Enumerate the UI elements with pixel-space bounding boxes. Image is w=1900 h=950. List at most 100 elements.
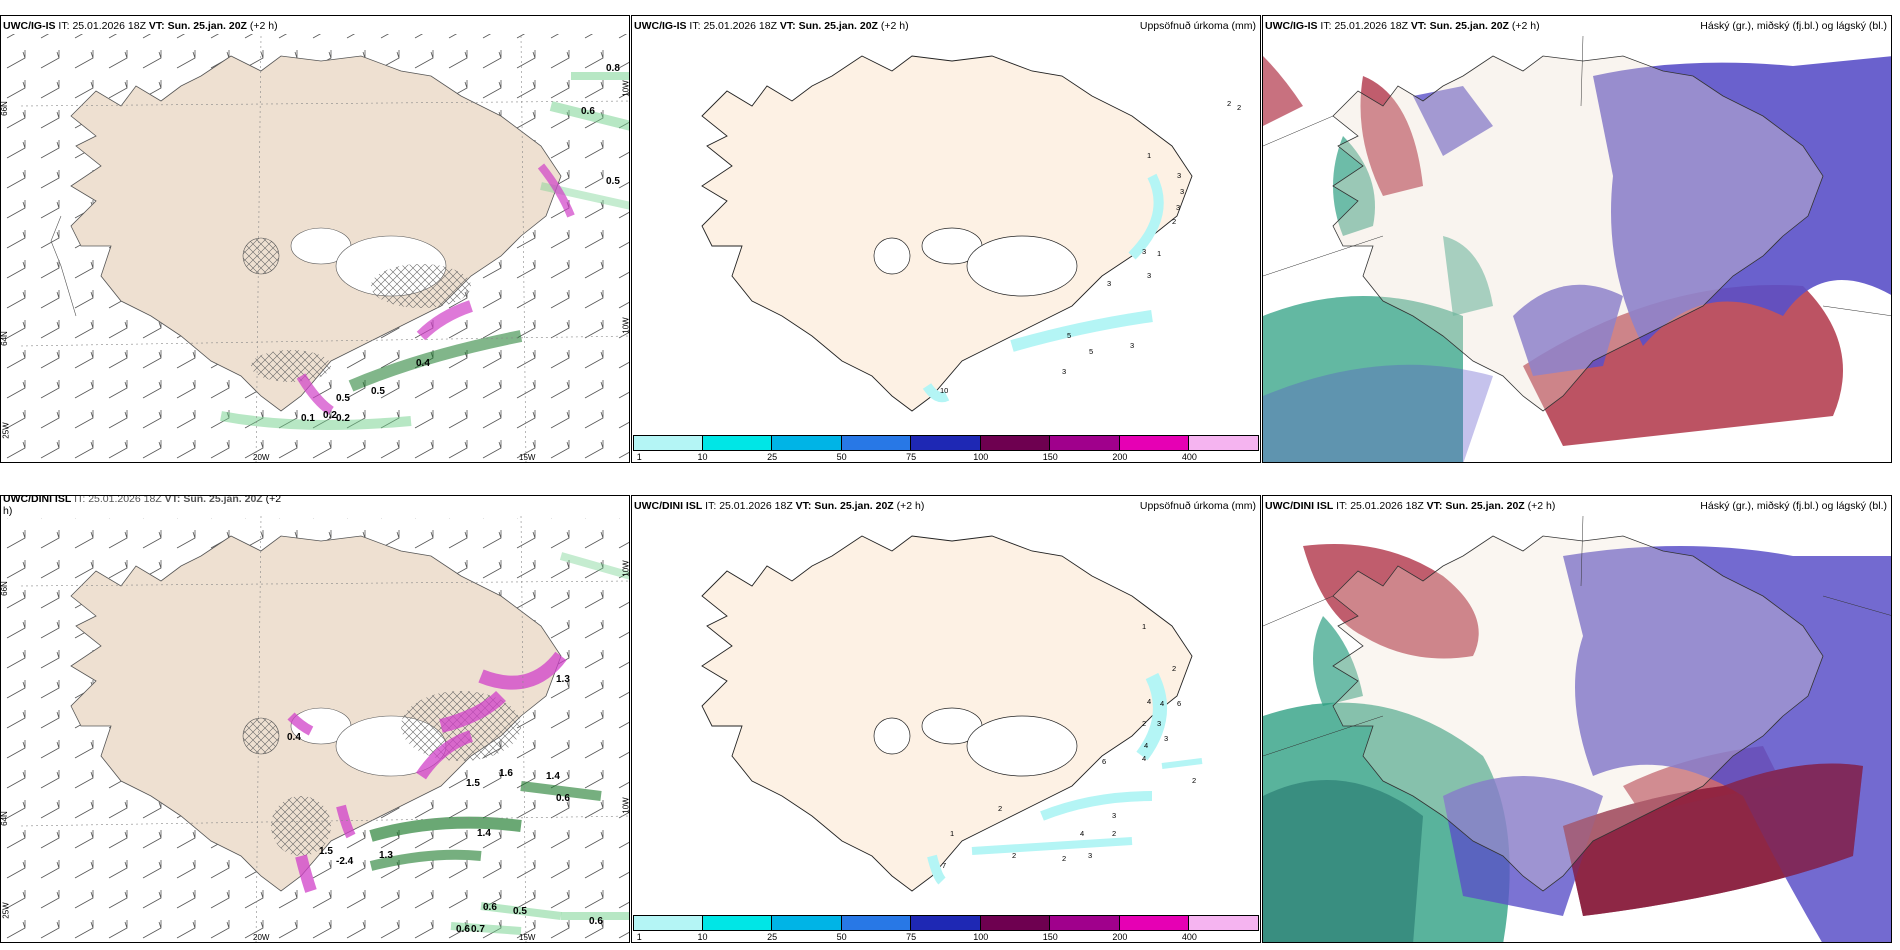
colorbar-tick: 200 bbox=[1112, 452, 1128, 462]
wind-value: 0.5 bbox=[513, 906, 527, 917]
wind-value: 0.2 bbox=[336, 413, 350, 424]
precip-value: 2 bbox=[1142, 719, 1146, 728]
precip-value: 6 bbox=[1177, 699, 1181, 708]
panel-header: UWC/IG-IS IT: 25.01.2026 18Z VT: Sun. 25… bbox=[3, 20, 278, 32]
lon-label: 15W bbox=[519, 453, 536, 462]
lat-label: 66N bbox=[0, 581, 9, 596]
precip-value: 1 bbox=[1142, 622, 1146, 631]
precip-value: 1 bbox=[1157, 249, 1161, 258]
precip-area bbox=[1136, 672, 1167, 761]
colorbar-swatch bbox=[633, 435, 703, 451]
precip-value: 7 bbox=[942, 861, 946, 870]
wind-value: 0.5 bbox=[336, 393, 350, 404]
colorbar-tick: 75 bbox=[906, 452, 917, 462]
lon-side-label: 10W bbox=[621, 560, 630, 577]
precip-area bbox=[1010, 310, 1153, 352]
precip-value: 2 bbox=[1192, 776, 1196, 785]
precip-value: 3 bbox=[1176, 203, 1180, 212]
precip-value: 3 bbox=[1147, 271, 1151, 280]
colorbar-swatch bbox=[633, 915, 703, 931]
panel-header: UWC/IG-IS IT: 25.01.2026 18Z VT: Sun. 25… bbox=[634, 20, 909, 32]
colorbar-swatch bbox=[772, 435, 842, 451]
colorbar-swatch bbox=[841, 915, 912, 931]
precip-value: 4 bbox=[1147, 697, 1151, 706]
panel-header: UWC/IG-IS IT: 25.01.2026 18Z VT: Sun. 25… bbox=[1265, 20, 1540, 32]
precip-value: 3 bbox=[1180, 187, 1184, 196]
wind-value: 0.1 bbox=[301, 413, 315, 424]
wind-value: 0.5 bbox=[371, 386, 385, 397]
precip-value: 2 bbox=[1012, 851, 1016, 860]
precip-value: 3 bbox=[1062, 367, 1066, 376]
iceland-coast bbox=[1332, 535, 1824, 892]
colorbar-tick: 400 bbox=[1181, 932, 1197, 942]
colorbar-tick: 10 bbox=[697, 932, 708, 942]
precip-colorbar: 1 10 25 50 75 100 150 200 400 bbox=[633, 435, 1259, 462]
lon-side-label: 25W bbox=[1, 422, 11, 439]
colorbar-swatch bbox=[1119, 435, 1190, 451]
colorbar-swatch bbox=[911, 915, 981, 931]
wind-value: 0.4 bbox=[416, 358, 430, 369]
wind-value: 1.5 bbox=[466, 778, 480, 789]
precip-value: 4 bbox=[1080, 829, 1084, 838]
precip-value: 1 bbox=[1147, 151, 1151, 160]
colorbar-swatch bbox=[841, 435, 912, 451]
wind-value: 0.6 bbox=[581, 106, 595, 117]
precip-value: 2 bbox=[1227, 99, 1231, 108]
precip-value: 2 bbox=[1172, 664, 1176, 673]
precip-value: 4 bbox=[1144, 741, 1148, 750]
map-panel-igis-precip: UWC/IG-IS IT: 25.01.2026 18Z VT: Sun. 25… bbox=[631, 15, 1261, 463]
wind-value: 0.6 bbox=[589, 916, 603, 927]
precip-value: 1 bbox=[950, 829, 954, 838]
precip-value: 2 bbox=[998, 804, 1002, 813]
model-name: UWC/IG-IS bbox=[3, 20, 56, 32]
colorbar-swatch bbox=[702, 915, 773, 931]
precip-value: 4 bbox=[1142, 754, 1146, 763]
wind-value: 1.3 bbox=[556, 674, 570, 685]
lon-side-label: 25W bbox=[1, 902, 11, 919]
map-panel-igis-wind: UWC/IG-IS IT: 25.01.2026 18Z VT: Sun. 25… bbox=[0, 15, 630, 463]
wind-value: 1.3 bbox=[379, 850, 393, 861]
colorbar-tick: 1 bbox=[636, 932, 642, 942]
wind-value: 0.8 bbox=[606, 63, 620, 74]
wind-value: 1.6 bbox=[499, 768, 513, 779]
wind-value: 0.6 bbox=[483, 902, 497, 913]
precip-map: 1 2 4 4 6 2 3 3 4 6 4 2 2 3 4 2 2 2 3 1 … bbox=[701, 535, 1203, 892]
wind-value: -2.4 bbox=[336, 856, 354, 867]
colorbar-swatch bbox=[1050, 915, 1120, 931]
field-title: Uppsöfnuð úrkoma (mm) bbox=[1139, 500, 1256, 512]
panel-header: UWC/DINI ISL IT: 25.01.2026 18Z VT: Sun.… bbox=[634, 500, 925, 512]
precip-value: 6 bbox=[1102, 757, 1106, 766]
wind-band-magenta bbox=[296, 373, 334, 416]
field-title: Háský (gr.), miðský (fj.bl.) og lágský (… bbox=[1700, 500, 1887, 512]
low-cloud-area bbox=[1593, 56, 1891, 346]
lat-label: 64N bbox=[0, 331, 9, 346]
lon-label: 15W bbox=[519, 933, 536, 942]
colorbar-tick: 25 bbox=[767, 452, 778, 462]
precip-value: 3 bbox=[1130, 341, 1134, 350]
wind-value: 0.2 bbox=[323, 410, 337, 421]
field-title: Uppsöfnuð úrkoma (mm) bbox=[1139, 20, 1256, 32]
panel-header: UWC/DINI ISL IT: 25.01.2026 18Z VT: Sun.… bbox=[3, 495, 282, 517]
precip-colorbar: 1 10 25 50 75 100 150 200 400 bbox=[633, 915, 1259, 942]
wind-map: 1.3 0.4 1.6 1.5 1.4 0.6 -2.4 1.5 1.3 1.4… bbox=[1, 515, 629, 942]
lon-label: 20W bbox=[253, 453, 270, 462]
colorbar-tick: 1 bbox=[636, 452, 642, 462]
cloud-map bbox=[1263, 514, 1891, 942]
colorbar-swatch bbox=[911, 435, 981, 451]
lon-side-label: 10W bbox=[621, 317, 630, 334]
panel-header: UWC/DINI ISL IT: 25.01.2026 18Z VT: Sun.… bbox=[1265, 500, 1556, 512]
map-panel-igis-clouds: UWC/IG-IS IT: 25.01.2026 18Z VT: Sun. 25… bbox=[1262, 15, 1892, 463]
colorbar-tick: 75 bbox=[906, 932, 917, 942]
colorbar-tick: 10 bbox=[697, 452, 708, 462]
iceland-coast bbox=[1332, 55, 1824, 412]
precip-value: 5 bbox=[1089, 347, 1093, 356]
wind-value: 1.5 bbox=[319, 846, 333, 857]
precip-value: 3 bbox=[1088, 851, 1092, 860]
precip-value: 2 bbox=[1112, 829, 1116, 838]
precip-value: 3 bbox=[1164, 734, 1168, 743]
precip-value: 3 bbox=[1157, 719, 1161, 728]
map-panel-dini-precip: UWC/DINI ISL IT: 25.01.2026 18Z VT: Sun.… bbox=[631, 495, 1261, 943]
lat-label: 64N bbox=[0, 811, 9, 826]
colorbar-tick: 25 bbox=[767, 932, 778, 942]
colorbar-swatch bbox=[980, 435, 1051, 451]
